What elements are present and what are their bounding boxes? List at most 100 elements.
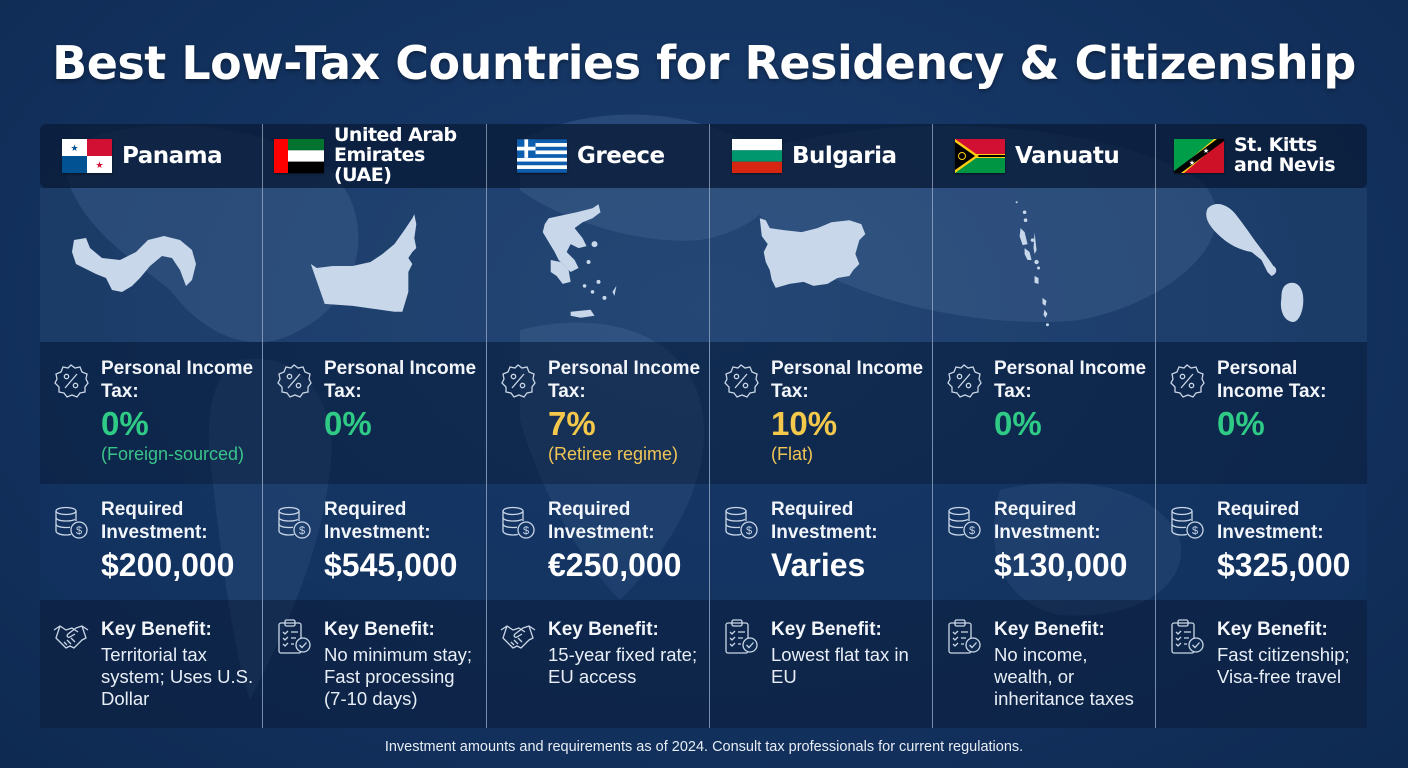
investment-cell: $ Required Investment: $200,000: [40, 484, 262, 600]
benefit-cell: Key Benefit: Territorial tax system; Use…: [40, 600, 262, 728]
benefit-text: Lowest flat tax in EU: [771, 644, 909, 687]
greece-flag-icon: [517, 139, 567, 173]
benefit-label: Key Benefit:: [101, 619, 212, 640]
country-column-st-kitts-nevis: ★ ★ St. Kitts and Nevis Personal Income …: [1155, 124, 1367, 728]
tax-cell: Personal Income Tax: 7% (Retiree regime): [487, 342, 709, 484]
header-bar: [40, 124, 1367, 188]
tax-rate: 0%: [1217, 405, 1265, 442]
tax-cell: Personal Income Tax: 10% (Flat): [710, 342, 932, 484]
country-column-vanuatu: Vanuatu: [932, 124, 1155, 728]
svg-text:★: ★: [1203, 147, 1209, 155]
benefit-text: Territorial tax system; Uses U.S. Dollar: [101, 644, 254, 709]
svg-text:$: $: [746, 525, 752, 537]
handshake-icon: [500, 625, 536, 649]
country-header: United Arab Emirates (UAE): [263, 124, 486, 188]
benefit-label: Key Benefit:: [324, 619, 435, 640]
tax-cell: Personal Income Tax: 0%: [933, 342, 1155, 484]
percent-badge-icon: [277, 364, 312, 398]
country-header: Greece: [487, 124, 709, 188]
percent-badge-icon: [54, 364, 89, 398]
svg-text:$: $: [1192, 525, 1198, 537]
benefit-cell: Key Benefit: 15-year fixed rate; EU acce…: [487, 600, 709, 728]
clipboard-check-icon: [725, 619, 758, 654]
benefit-label: Key Benefit:: [994, 619, 1105, 640]
benefit-cell: Key Benefit: Fast citizenship; Visa-free…: [1156, 600, 1367, 728]
coins-dollar-icon: $: [55, 506, 88, 539]
st-kitts-nevis-map-icon: [1206, 204, 1304, 322]
investment-value: $130,000: [994, 547, 1128, 583]
tax-note: (Foreign-sourced): [101, 444, 245, 464]
investment-label: Required Investment:: [1217, 499, 1324, 543]
country-map: [933, 188, 1155, 342]
country-map: [1156, 188, 1367, 342]
investment-value: $200,000: [101, 547, 235, 583]
investment-value: $325,000: [1217, 547, 1351, 583]
tax-cell: Personal Income Tax: 0% (Foreign-sourced…: [40, 342, 262, 484]
svg-text:$: $: [523, 525, 529, 537]
country-name: St. Kitts and Nevis: [1234, 134, 1336, 176]
tax-label: Personal Income Tax:: [994, 358, 1147, 402]
tax-rate: 7%: [548, 405, 596, 442]
investment-label: Required Investment:: [324, 499, 431, 543]
tax-label: Personal Income Tax:: [771, 358, 924, 402]
clipboard-check-icon: [948, 619, 981, 654]
vanuatu-flag-icon: [955, 139, 1005, 173]
investment-cell: $ Required Investment: Varies: [710, 484, 932, 600]
percent-badge-icon: [724, 364, 759, 398]
svg-text:★: ★: [95, 160, 103, 170]
benefit-text: Fast citizenship; Visa-free travel: [1217, 644, 1350, 687]
benefit-text: No income, wealth, or inheritance taxes: [994, 644, 1134, 709]
country-name: Vanuatu: [1015, 142, 1120, 169]
svg-text:$: $: [76, 525, 82, 537]
investment-value: $545,000: [324, 547, 458, 583]
tax-rate: 10%: [771, 405, 838, 442]
svg-text:★: ★: [70, 143, 78, 153]
benefit-text: 15-year fixed rate; EU access: [548, 644, 698, 687]
bulgaria-map-icon: [759, 218, 866, 288]
tax-rate: 0%: [101, 405, 149, 442]
country-map: [40, 188, 262, 342]
uae-map-icon: [310, 214, 417, 312]
country-name: Greece: [577, 142, 665, 169]
benefit-cell: Key Benefit: Lowest flat tax in EU: [710, 600, 932, 728]
investment-value: Varies: [771, 547, 866, 583]
benefit-label: Key Benefit:: [771, 619, 882, 640]
bulgaria-flag-icon: [732, 139, 782, 173]
benefit-label: Key Benefit:: [548, 619, 659, 640]
country-name: United Arab Emirates (UAE): [334, 124, 457, 186]
clipboard-check-icon: [278, 619, 311, 654]
footnote: Investment amounts and requirements as o…: [384, 739, 1024, 755]
page-title: Best Low-Tax Countries for Residency & C…: [52, 36, 1356, 90]
country-header: ★ ★ Panama: [40, 124, 262, 188]
greece-map-icon: [542, 204, 617, 318]
investment-label: Required Investment:: [101, 499, 208, 543]
country-name: Bulgaria: [792, 142, 897, 169]
tax-cell: Personal Income Tax: 0%: [263, 342, 486, 484]
country-name: Panama: [122, 142, 223, 169]
investment-cell: $ Required Investment: $545,000: [263, 484, 486, 600]
benefit-cell: Key Benefit: No minimum stay; Fast proce…: [263, 600, 486, 728]
panama-map-icon: [72, 236, 196, 292]
country-map: [710, 188, 932, 342]
svg-text:$: $: [969, 525, 975, 537]
country-header: Vanuatu: [933, 124, 1155, 188]
benefit-text: No minimum stay; Fast processing (7-10 d…: [324, 644, 473, 709]
tax-rate: 0%: [994, 405, 1042, 442]
country-map: [263, 188, 486, 342]
investment-cell: $ Required Investment: $130,000: [933, 484, 1155, 600]
tax-label: Personal Income Tax:: [101, 358, 254, 402]
tax-label: Personal Income Tax:: [324, 358, 477, 402]
tax-note: (Flat): [771, 444, 813, 464]
st-kitts-nevis-flag-icon: ★ ★: [1174, 139, 1224, 173]
percent-badge-icon: [947, 364, 982, 398]
investment-cell: $ Required Investment: €250,000: [487, 484, 709, 600]
coins-dollar-icon: $: [948, 506, 981, 539]
tax-cell: Personal Income Tax: 0%: [1156, 342, 1367, 484]
tax-label: Personal Income Tax:: [1217, 358, 1327, 402]
svg-text:★: ★: [1189, 159, 1195, 167]
tax-rate: 0%: [324, 405, 372, 442]
coins-dollar-icon: $: [725, 506, 758, 539]
comparison-grid: ★ ★ Panama Personal Income Tax: 0% (Fore…: [40, 124, 1367, 728]
country-header: ★ ★ St. Kitts and Nevis: [1156, 124, 1367, 188]
investment-label: Required Investment:: [771, 499, 878, 543]
